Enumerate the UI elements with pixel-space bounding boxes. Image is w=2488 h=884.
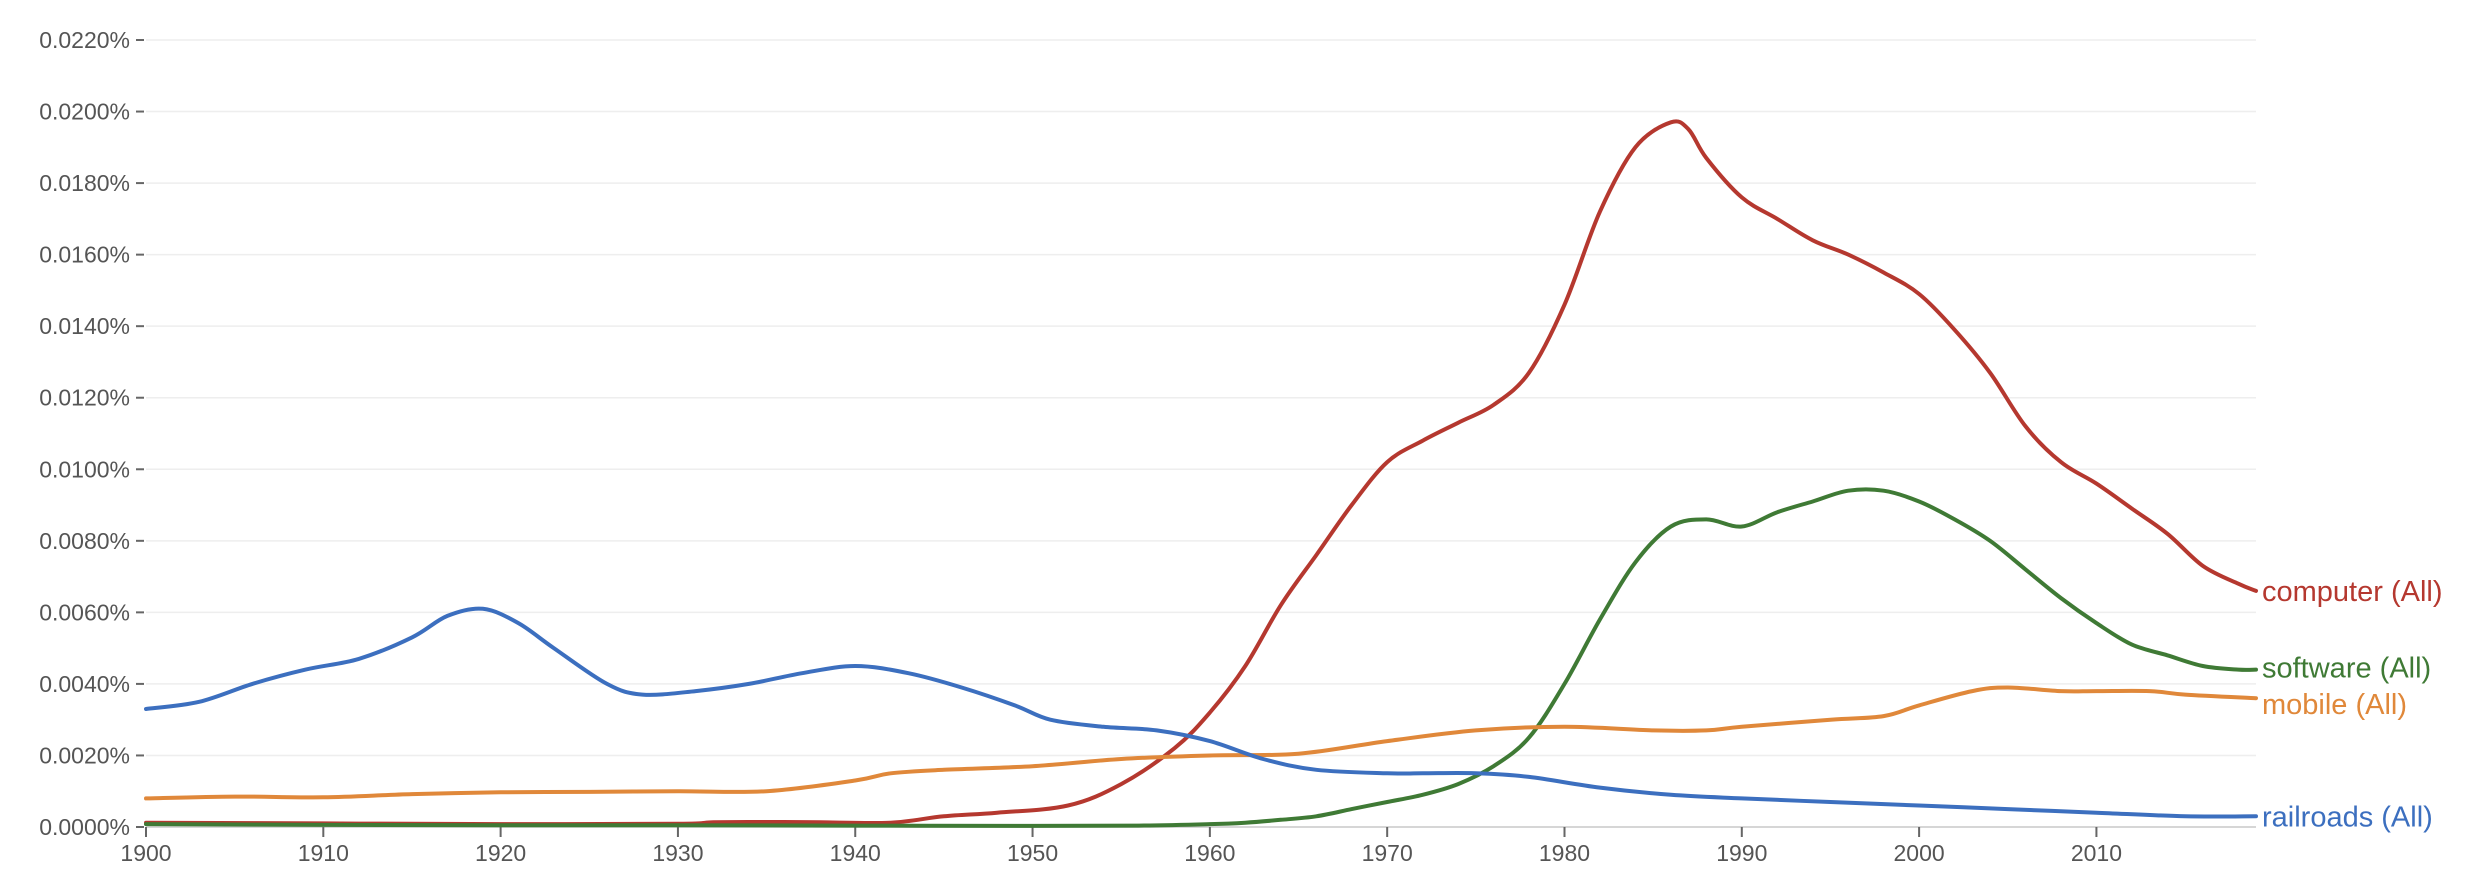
series-line-1[interactable] [144, 119, 2258, 827]
y-tick-label: 0.0180% [39, 170, 130, 196]
y-axis: 0.0000% 0.0020% 0.0040% 0.0060% 0.0080% 0.010… [39, 27, 144, 840]
x-tick-label: 1910 [298, 840, 349, 866]
y-tick-label: 0.0200% [39, 99, 130, 125]
x-tick-label: 1980 [1539, 840, 1590, 866]
series-lines [144, 119, 2258, 828]
series-line-4[interactable] [144, 606, 2258, 819]
grid-lines [146, 39, 2256, 828]
series-line-3[interactable] [144, 685, 2258, 801]
x-tick-label: 1930 [652, 840, 703, 866]
series-label: computer (All) [2262, 576, 2443, 608]
y-tick-label: 0.0160% [39, 242, 130, 268]
x-tick-label: 1900 [120, 840, 171, 866]
x-tick-label: 1940 [830, 840, 881, 866]
x-axis: 1900 1910 1920 1930 1940 1950 1960 1970 1980 1990… [120, 826, 2256, 866]
series-label: software (All) [2262, 653, 2431, 685]
series-labels: computer (All) software (All) mobile (All)… [2262, 576, 2443, 833]
y-tick-label: 0.0140% [39, 313, 130, 339]
series-label: railroads (All) [2262, 801, 2433, 833]
series-line-2[interactable] [144, 487, 2258, 828]
x-tick-label: 1950 [1007, 840, 1058, 866]
x-tick-label: 2010 [2071, 840, 2122, 866]
x-tick-label: 1990 [1716, 840, 1767, 866]
series-label: mobile (All) [2262, 689, 2407, 721]
y-tick-label: 0.0220% [39, 27, 130, 53]
x-tick-label: 1960 [1184, 840, 1235, 866]
y-tick-label: 0.0020% [39, 742, 130, 768]
y-tick-label: 0.0060% [39, 599, 130, 625]
x-tick-label: 2000 [1894, 840, 1945, 866]
y-tick-label: 0.0000% [39, 814, 130, 840]
x-tick-label: 1970 [1362, 840, 1413, 866]
y-tick-label: 0.0100% [39, 456, 130, 482]
y-tick-label: 0.0040% [39, 671, 130, 697]
y-tick-label: 0.0120% [39, 385, 130, 411]
x-tick-label: 1920 [475, 840, 526, 866]
y-tick-label: 0.0080% [39, 528, 130, 554]
